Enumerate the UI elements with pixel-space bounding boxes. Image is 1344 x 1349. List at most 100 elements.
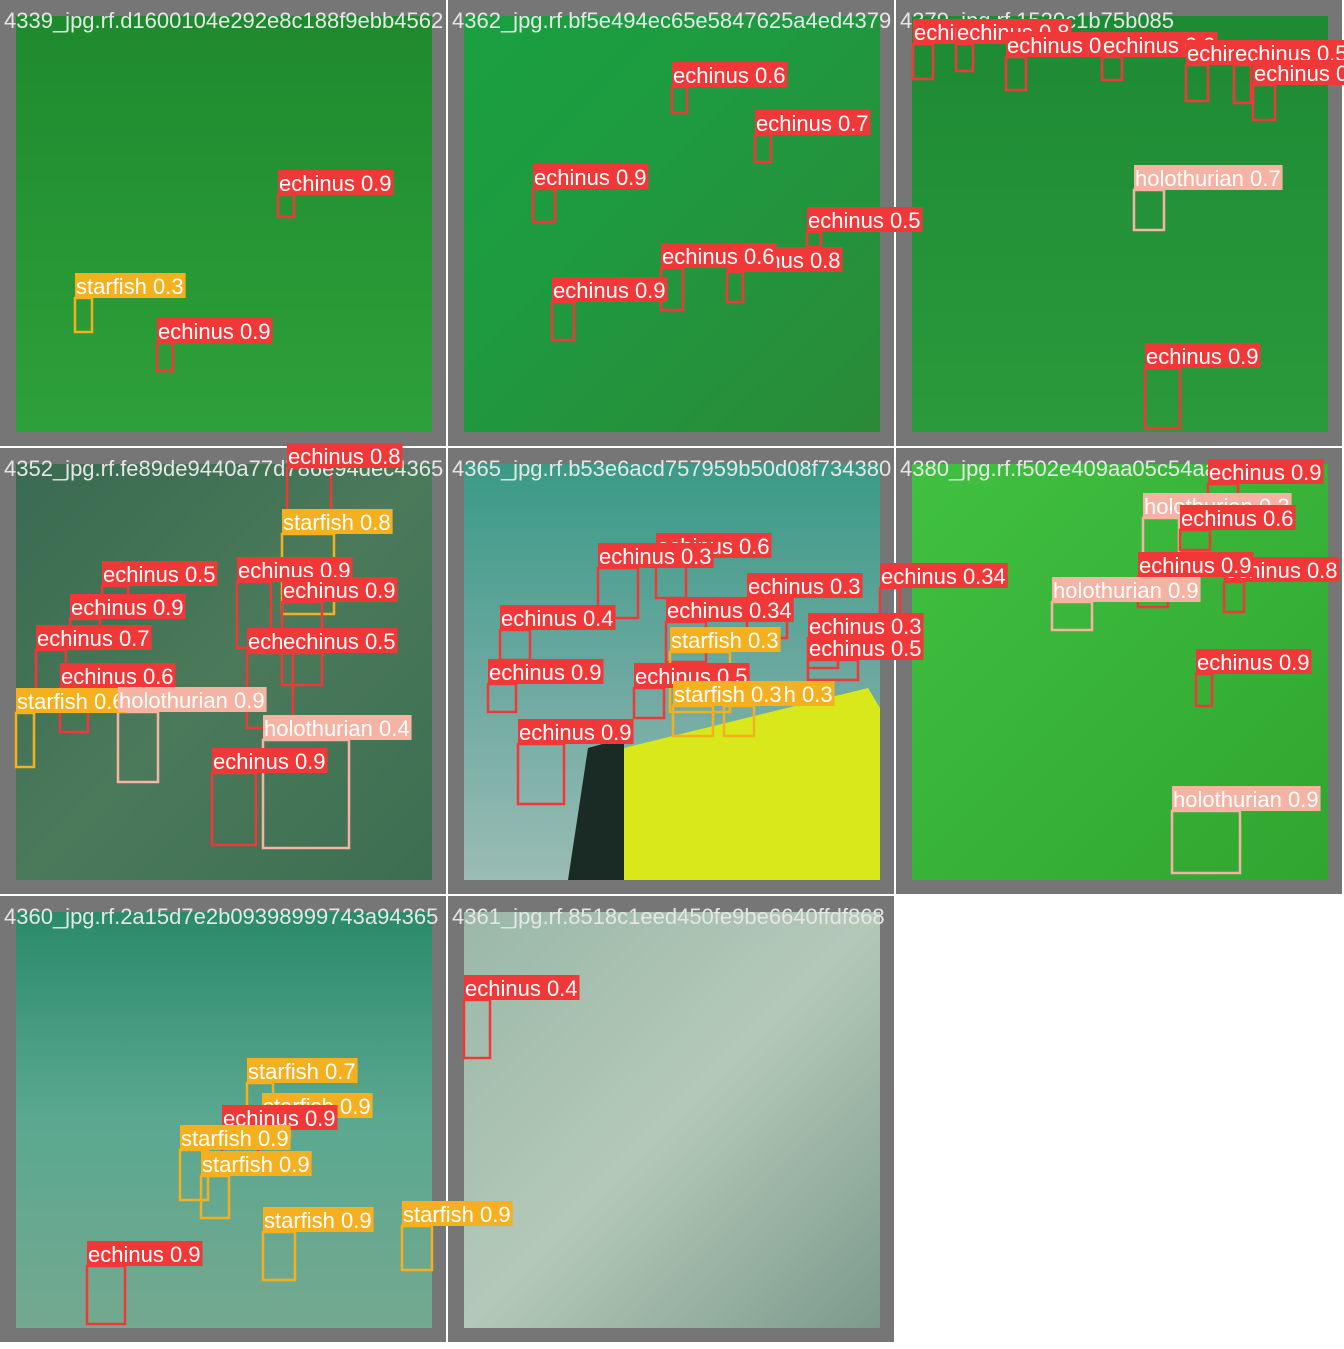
label-background	[282, 577, 398, 602]
label-text: echinus 0.9	[1254, 61, 1344, 86]
label-background	[464, 975, 580, 1000]
detection-label: echinus 0.5	[807, 207, 923, 233]
label-background	[282, 509, 393, 534]
label-text: echinus 0.9	[1139, 553, 1252, 578]
label-background	[1172, 786, 1321, 811]
label-background	[75, 273, 186, 298]
detection-label: holothurian 0.7	[1134, 165, 1283, 191]
label-text: echinus 0.9	[158, 319, 271, 344]
label-background	[672, 62, 788, 87]
label-background	[552, 277, 668, 302]
label-background	[747, 573, 863, 598]
detection-label: echinus 0.9	[488, 659, 604, 685]
label-background	[661, 243, 777, 268]
detection-label: starfish 0.9	[201, 1151, 312, 1177]
label-background	[36, 625, 152, 650]
label-text: echinus 0.9	[553, 278, 666, 303]
label-background	[673, 681, 784, 706]
label-text: echinus 0.6	[1181, 506, 1294, 531]
label-text: echinus 0.4	[465, 976, 578, 1001]
label-text: echinus 0.4	[501, 606, 614, 631]
detection-label: echinus 0.3	[598, 543, 714, 569]
detection-label: echinus 0.5	[102, 561, 218, 587]
label-text: starfish 0.3	[674, 682, 782, 707]
label-background	[808, 635, 924, 660]
label-text: echinus 0.9	[519, 720, 632, 745]
detection-label: holothurian 0.9	[118, 687, 267, 713]
detection-label: holothurian 0.4	[263, 715, 412, 741]
detection-label: echinus 0.9	[282, 577, 398, 603]
label-background	[880, 563, 1008, 588]
detection-label: starfish 0.3	[673, 681, 784, 707]
image-filename: 4360_jpg.rf.2a15d7e2b09398999743a94365	[4, 904, 438, 929]
label-text: starfish 0.3	[76, 274, 184, 299]
label-text: echinus 0.9	[213, 749, 326, 774]
detection-label: starfish 0.8	[282, 509, 393, 535]
detection-label: echinus 0.9	[518, 719, 634, 745]
detection-label: echinus 0.9	[533, 164, 649, 190]
label-background	[402, 1201, 513, 1226]
label-background	[287, 443, 403, 468]
label-text: echinus 0.34	[881, 564, 1006, 589]
label-background	[1180, 505, 1296, 530]
detection-label: echinus 0.34	[880, 563, 1008, 589]
image-filename: 4361_jpg.rf.8518c1eed450fe9be6640ffdf868	[452, 904, 885, 929]
label-background	[118, 687, 267, 712]
label-background	[807, 207, 923, 232]
detection-label: echinus 0.9	[1145, 343, 1261, 369]
label-text: starfish 0.7	[248, 1059, 356, 1084]
label-background	[1134, 165, 1283, 190]
label-text: echinus 0.34	[667, 598, 792, 623]
label-text: echinus 0.9	[279, 171, 392, 196]
detection-label: echinus 0.9	[87, 1241, 203, 1267]
label-background	[1052, 577, 1201, 602]
label-text: echinus 0.9	[1146, 344, 1259, 369]
detection-label: echinus 0.9	[278, 170, 394, 196]
detection-label: echinus 0.3	[808, 613, 924, 639]
detection-label: echinus 0.6	[60, 663, 176, 689]
image-filename: 4362_jpg.rf.bf5e494ec65e5847625a4ed4379	[452, 8, 891, 33]
detection-label: echinus 0.9	[212, 748, 328, 774]
label-text: echinus 0.3	[599, 544, 712, 569]
detection-label: starfish 0.9	[402, 1201, 513, 1227]
label-text: echinus 0.6	[673, 63, 786, 88]
label-background	[263, 715, 412, 740]
label-background	[533, 164, 649, 189]
image-filename: 4380_jpg.rf.f502e409aa05c54aa7	[900, 456, 1229, 481]
detection-label: echinus 0.4	[500, 605, 616, 631]
label-text: starfish 0.9	[181, 1126, 289, 1151]
label-background	[87, 1241, 203, 1266]
label-text: starfish 0.6	[17, 689, 125, 714]
label-text: echinus 0.9	[1209, 460, 1322, 485]
label-background	[1145, 343, 1261, 368]
tile-image	[16, 16, 432, 432]
detection-label: holothurian 0.9	[1052, 577, 1201, 603]
label-text: holothurian 0.9	[1053, 578, 1199, 603]
label-background	[180, 1125, 291, 1150]
label-text: holothurian 0.9	[119, 688, 265, 713]
label-text: echinus 0.3	[748, 574, 861, 599]
label-background	[755, 110, 871, 135]
dark-pole	[568, 738, 624, 880]
label-text: echinus 0.6	[662, 244, 775, 269]
detection-label: echinus 0.7	[755, 110, 871, 136]
label-text: echinus 0.9	[283, 578, 396, 603]
label-text: echinus 0.9	[534, 165, 647, 190]
detection-label: echinus 0.5	[282, 628, 398, 654]
label-text: echinus 0.8	[288, 444, 401, 469]
detection-label: echinus 0.9	[552, 277, 668, 303]
label-text: echinus 0.5	[809, 636, 922, 661]
label-background	[1253, 60, 1344, 85]
image-filename: 4339_jpg.rf.d1600104e292e8c188f9ebb4562	[4, 8, 443, 33]
label-background	[212, 748, 328, 773]
label-text: echinus 0.5	[103, 562, 216, 587]
label-text: echinus 0.7	[756, 111, 869, 136]
detection-label: echinus 0.34	[666, 597, 794, 623]
label-text: echinus 0.6	[61, 664, 174, 689]
label-background	[666, 597, 794, 622]
label-text: holothurian 0.7	[1135, 166, 1281, 191]
detection-label: echinus 0.6	[672, 62, 788, 88]
detection-label: starfish 0.6	[16, 688, 127, 714]
label-text: echinus 0.9	[71, 595, 184, 620]
